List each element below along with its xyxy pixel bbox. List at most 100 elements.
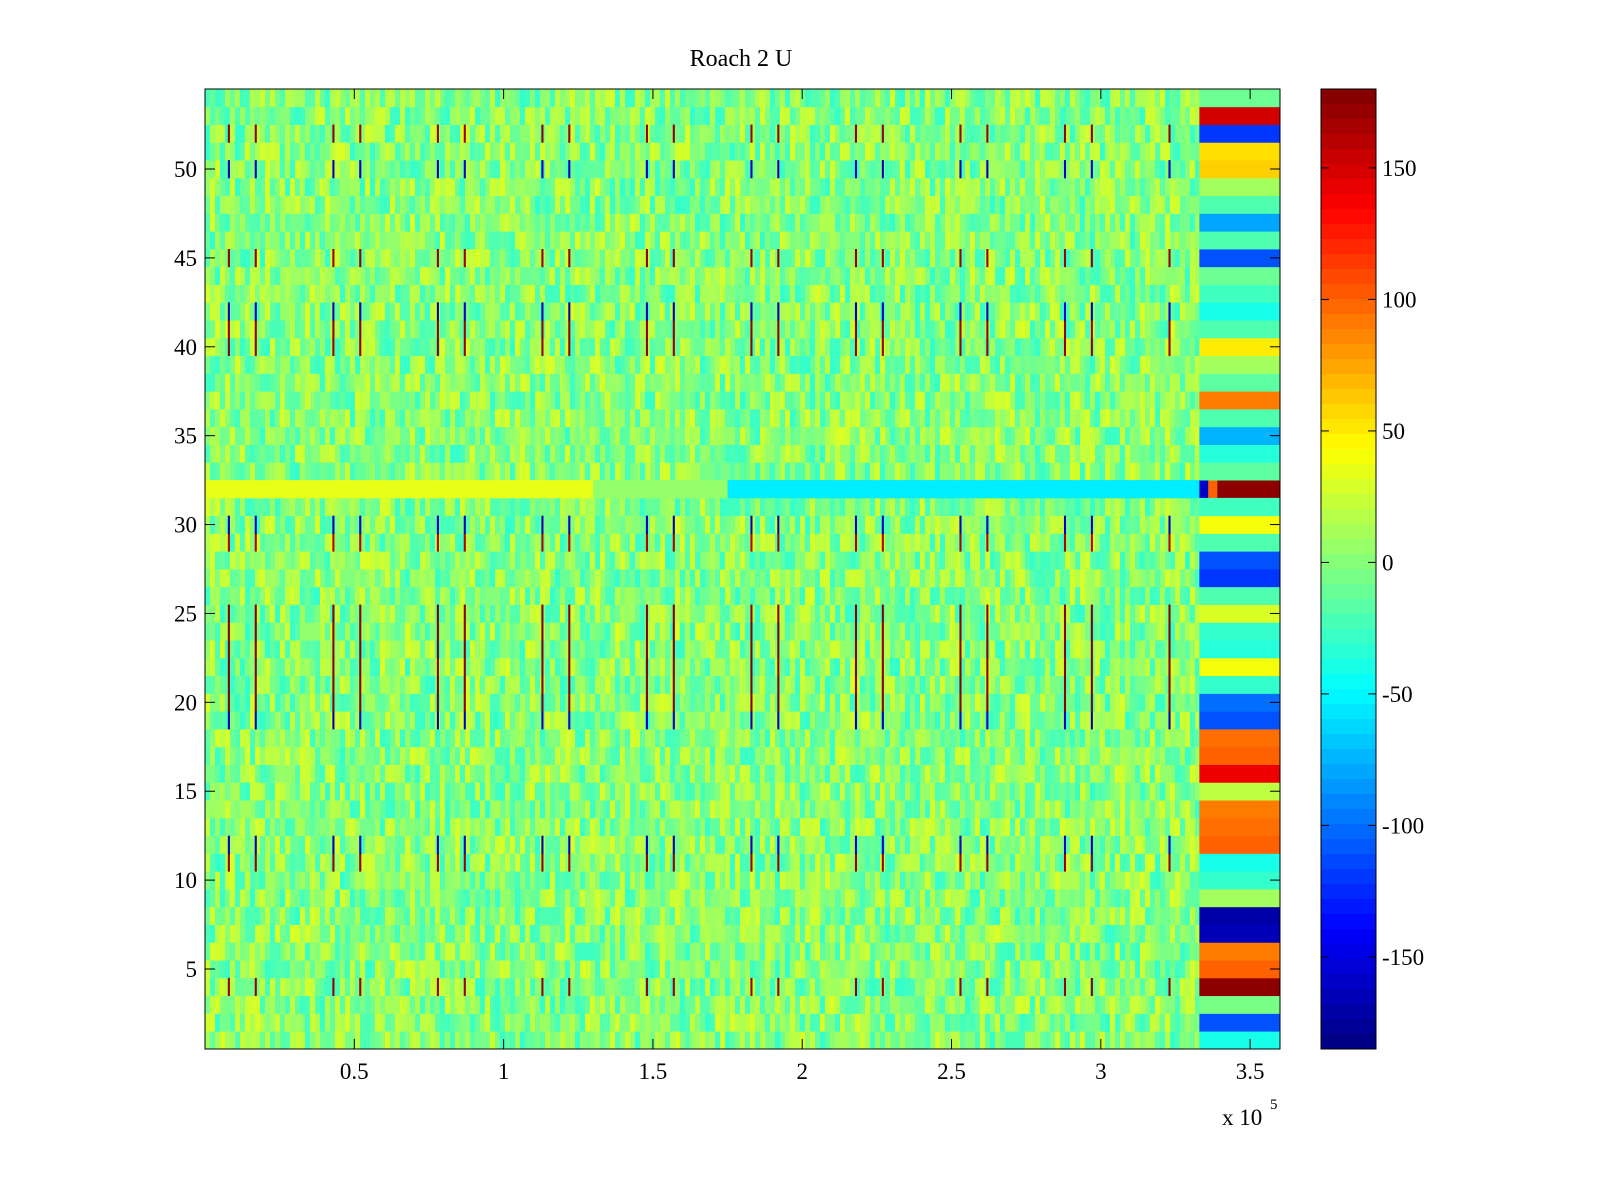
heatmap-cell [1140, 746, 1145, 765]
heatmap-cell [625, 1013, 630, 1032]
heatmap-cell [550, 746, 555, 765]
heatmap-cell [825, 960, 830, 979]
heatmap-cell [330, 764, 335, 783]
heatmap-cell [675, 764, 680, 783]
heatmap-cell [1060, 1031, 1065, 1049]
heatmap-cell [445, 1013, 450, 1032]
heatmap-cell [1000, 640, 1005, 659]
heatmap-cell [570, 800, 575, 819]
heatmap-cell [825, 835, 830, 854]
heatmap-cell [740, 889, 745, 908]
heatmap-cell [885, 657, 890, 677]
heatmap-cell [295, 1031, 300, 1049]
heatmap-cell [1195, 853, 1200, 872]
heatmap-cell [230, 835, 235, 854]
heatmap-cell [580, 800, 585, 819]
heatmap-cell [525, 640, 530, 659]
heatmap-cell [645, 746, 650, 765]
heatmap-cell [565, 995, 570, 1014]
heatmap-cell [870, 995, 875, 1014]
heatmap-cell [1030, 853, 1035, 872]
heatmap-cell [605, 657, 610, 677]
heatmap-cell [745, 942, 750, 961]
heatmap-cell [1085, 889, 1090, 908]
heatmap-cell [235, 711, 240, 730]
heatmap-cell [385, 995, 390, 1014]
heatmap-cell [815, 675, 820, 694]
heatmap-cell [950, 782, 955, 801]
heatmap-cell [855, 960, 860, 979]
heatmap-cell [570, 817, 575, 837]
heatmap-cell [1080, 977, 1085, 997]
heatmap-cell [1100, 853, 1105, 872]
heatmap-cell [380, 924, 385, 943]
heatmap-cell [555, 906, 560, 925]
heatmap-cell [975, 817, 980, 837]
heatmap-cell [860, 871, 865, 890]
heatmap-cell [215, 746, 220, 765]
heatmap-cell [1060, 640, 1065, 659]
heatmap-cell [760, 924, 765, 943]
heatmap-cell [790, 960, 795, 979]
heatmap-cell [875, 729, 880, 748]
heatmap-cell [320, 800, 325, 819]
heatmap-cell [400, 1031, 405, 1049]
heatmap-cell [485, 924, 490, 943]
heatmap-cell [785, 693, 790, 712]
heatmap-cell [1145, 960, 1150, 979]
heatmap-cell [920, 1031, 925, 1049]
heatmap-cell [490, 871, 495, 890]
heatmap-cell [490, 853, 495, 872]
heatmap-cell [720, 995, 725, 1014]
heatmap-cell [1130, 817, 1135, 837]
heatmap-cell [660, 906, 665, 925]
heatmap-cell [635, 800, 640, 819]
heatmap-cell [890, 995, 895, 1014]
heatmap-cell [1130, 729, 1135, 748]
heatmap-cell [445, 835, 450, 854]
heatmap-cell [665, 1013, 670, 1032]
heatmap-cell [410, 782, 415, 801]
heatmap-cell [685, 782, 690, 801]
heatmap-cell [665, 693, 670, 712]
heatmap-cell [580, 817, 585, 837]
heatmap-cell [1120, 889, 1125, 908]
heatmap-cell [205, 817, 210, 837]
heatmap-cell [440, 942, 445, 961]
heatmap-cell [925, 800, 930, 819]
heatmap-cell [615, 800, 620, 819]
heatmap-cell [595, 693, 600, 712]
heatmap-cell [1095, 675, 1100, 694]
heatmap-cell [1035, 782, 1040, 801]
heatmap-cell [465, 942, 470, 961]
heatmap-cell [415, 817, 420, 837]
heatmap-cell [1110, 906, 1115, 925]
heatmap-cell [325, 1031, 330, 1049]
heatmap-cell [635, 746, 640, 765]
heatmap-cell [735, 995, 740, 1014]
heatmap-cell [240, 764, 245, 783]
heatmap-cell [535, 711, 540, 730]
heatmap-cell [1035, 960, 1040, 979]
heatmap-cell [230, 746, 235, 765]
chart-title: Roach 2 U [690, 46, 793, 72]
heatmap-cell [830, 782, 835, 801]
heatmap-cell [465, 1031, 470, 1049]
heatmap-cell [1075, 817, 1080, 837]
heatmap-cell [1005, 1031, 1010, 1049]
heatmap-cell [505, 960, 510, 979]
heatmap-cell [270, 942, 275, 961]
heatmap-cell [290, 960, 295, 979]
heatmap-cell [875, 942, 880, 961]
heatmap-cell [295, 960, 300, 979]
heatmap-cell [1170, 800, 1175, 819]
heatmap-cell [365, 693, 370, 712]
heatmap-cell [660, 853, 665, 872]
heatmap-cell [845, 871, 850, 890]
heatmap-cell [405, 1013, 410, 1032]
heatmap-cell [590, 675, 595, 694]
heatmap-cell [1145, 977, 1150, 997]
heatmap-cell [750, 764, 755, 783]
heatmap-cell [1135, 1031, 1140, 1049]
heatmap-cell [435, 729, 440, 748]
